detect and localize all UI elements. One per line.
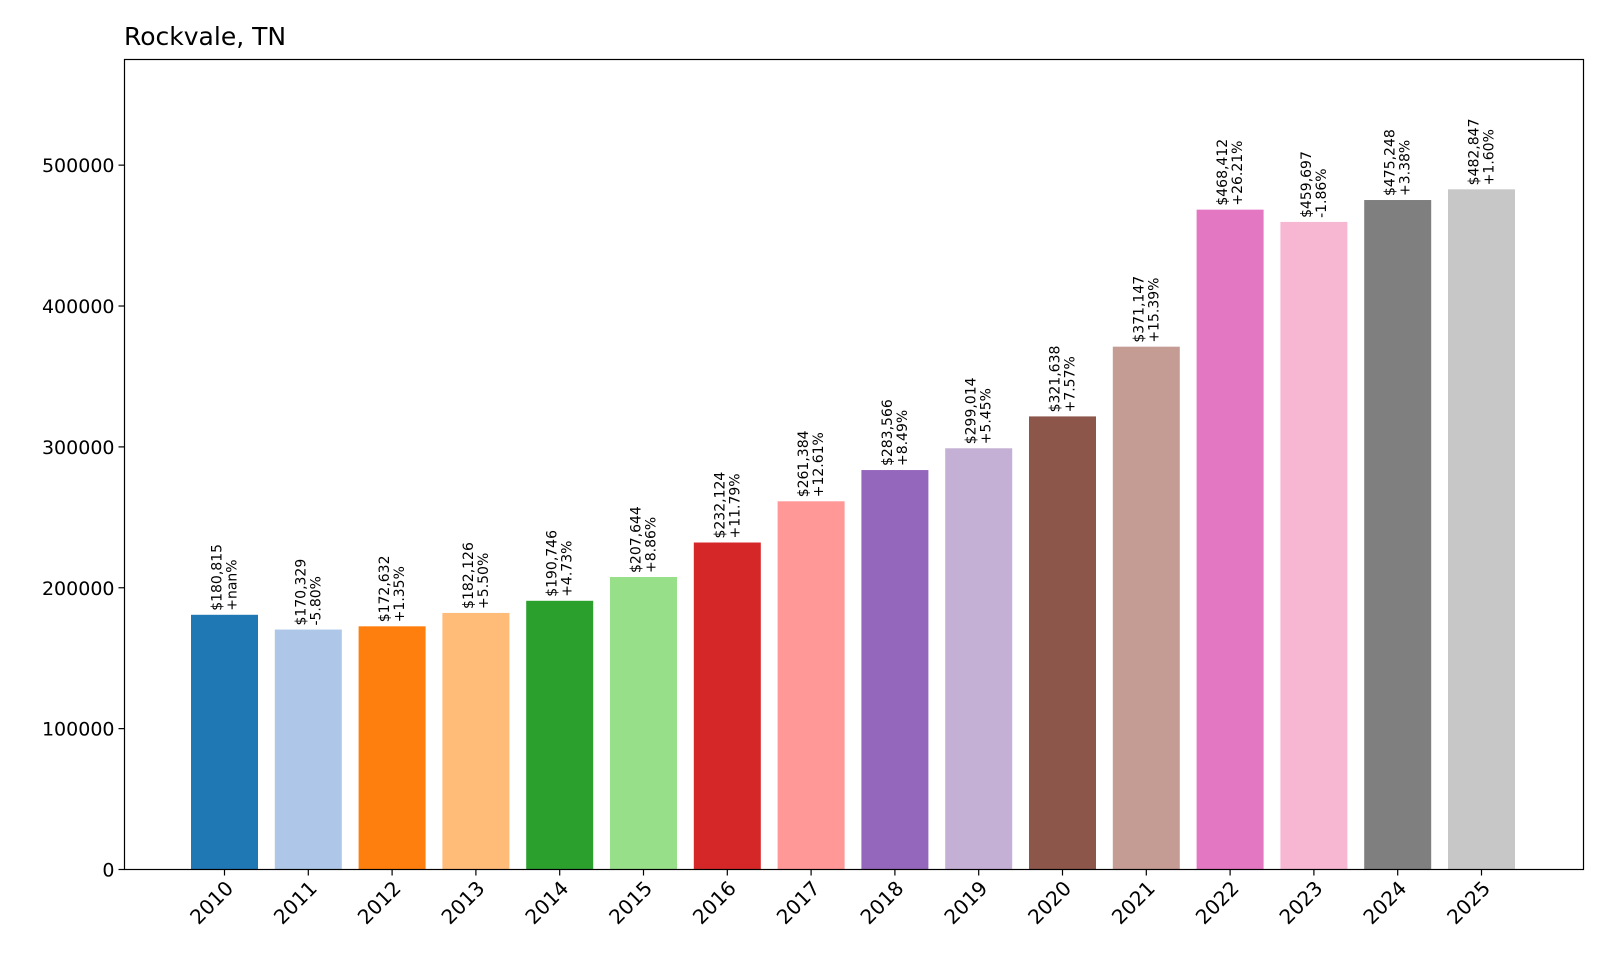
bar-2022 [1196, 209, 1264, 870]
bar-2017 [777, 501, 845, 870]
plot-frame [123, 58, 1585, 871]
y-tick-label: 100000 [42, 719, 115, 741]
bar-2012 [358, 626, 426, 870]
bar-2025 [1448, 189, 1515, 870]
bar-value-label: $172,632 [377, 555, 393, 622]
bar-2023 [1280, 221, 1348, 870]
x-tick-label: 2018 [855, 876, 908, 929]
y-tick-label: 0 [102, 860, 114, 882]
y-axis: 0 100000 200000 300000 400000 500000 [42, 155, 125, 882]
bar-change-label: +15.39% [1146, 278, 1162, 343]
x-tick-label: 2010 [185, 876, 238, 929]
bars-layer [191, 189, 1515, 870]
x-tick-label: 2011 [269, 876, 322, 929]
x-tick-label: 2021 [1107, 876, 1160, 929]
y-tick-label: 400000 [42, 296, 115, 318]
bar-change-label: +7.57% [1063, 356, 1079, 412]
bar-2014 [526, 600, 594, 870]
bar-value-label: $482,847 [1467, 119, 1483, 186]
bar-label-group-2017: $261,384 +12.61% [796, 430, 827, 497]
y-tick-label: 300000 [42, 437, 115, 459]
bar-label-group-2025: $482,847 +1.60% [1467, 119, 1498, 186]
x-tick-label: 2023 [1274, 876, 1327, 929]
bar-2011 [274, 629, 342, 870]
bar-value-label: $180,815 [210, 544, 226, 611]
bar-value-label: $190,746 [545, 530, 561, 597]
x-tick-label: 2012 [353, 876, 406, 929]
bar-value-label: $468,412 [1215, 139, 1231, 206]
bar-change-label: +26.21% [1230, 141, 1246, 206]
bar-2010 [191, 614, 258, 870]
bar-value-label: $283,566 [880, 399, 896, 466]
bar-change-label: +1.35% [392, 566, 408, 622]
x-tick-label: 2025 [1442, 876, 1495, 929]
bar-label-group-2019: $299,014 +5.45% [964, 377, 995, 444]
chart-title: Rockvale, TN [124, 22, 286, 51]
bar-label-group-2013: $182,126 +5.50% [461, 542, 492, 609]
bar-change-label: +5.50% [476, 553, 492, 609]
bar-label-group-2015: $207,644 +8.86% [629, 506, 660, 573]
bar-label-group-2022: $468,412 +26.21% [1215, 139, 1246, 206]
bar-value-label: $232,124 [712, 472, 728, 539]
bar-2021 [1112, 346, 1180, 870]
x-axis: 2010 2011 2012 2013 2014 2015 2016 2017 2018 2019… [185, 869, 1495, 929]
bar-label-group-2024: $475,248 +3.38% [1383, 129, 1414, 196]
y-tick-label: 500000 [42, 155, 115, 177]
bar-change-label: -1.86% [1314, 168, 1330, 218]
x-tick-label: 2015 [604, 876, 657, 929]
bar-label-group-2023: $459,697 -1.86% [1299, 151, 1330, 218]
bar-change-label: -5.80% [308, 576, 324, 626]
bar-change-label: +11.79% [727, 473, 743, 538]
bar-change-label: +3.38% [1398, 140, 1414, 196]
bar-change-label: +5.45% [979, 388, 995, 444]
bar-labels-layer: $180,815 +nan% $170,329 -5.80% $172,632 +1.35… [210, 119, 1498, 626]
bar-change-label: +1.60% [1482, 129, 1498, 185]
bar-value-label: $207,644 [629, 506, 645, 573]
x-tick-label: 2014 [520, 876, 573, 929]
x-tick-label: 2022 [1191, 876, 1244, 929]
bar-value-label: $182,126 [461, 542, 477, 609]
bar-label-group-2021: $371,147 +15.39% [1131, 276, 1162, 343]
bar-label-group-2020: $321,638 +7.57% [1048, 346, 1079, 413]
bar-change-label: +4.73% [560, 541, 576, 597]
bar-value-label: $321,638 [1048, 346, 1064, 413]
bar-2016 [693, 542, 761, 870]
x-tick-label: 2020 [1023, 876, 1076, 929]
bar-2019 [945, 448, 1013, 870]
bar-change-label: +8.49% [895, 410, 911, 466]
bar-2024 [1364, 200, 1432, 870]
bar-value-label: $170,329 [293, 559, 309, 626]
bar-value-label: $371,147 [1131, 276, 1147, 343]
bar-2018 [861, 470, 929, 870]
bar-change-label: +8.86% [644, 517, 660, 573]
bar-value-label: $475,248 [1383, 129, 1399, 196]
bar-value-label: $261,384 [796, 430, 812, 497]
bar-2013 [442, 612, 510, 870]
bar-label-group-2014: $190,746 +4.73% [545, 530, 576, 597]
bar-value-label: $459,697 [1299, 151, 1315, 218]
bar-2015 [610, 576, 677, 870]
bar-label-group-2012: $172,632 +1.35% [377, 555, 408, 622]
x-tick-label: 2013 [436, 876, 489, 929]
bar-label-group-2018: $283,566 +8.49% [880, 399, 911, 466]
bar-label-group-2011: $170,329 -5.80% [293, 559, 324, 626]
bar-change-label: +12.61% [811, 432, 827, 497]
x-tick-label: 2017 [772, 876, 825, 929]
bar-value-label: $299,014 [964, 377, 980, 444]
bar-change-label: +nan% [225, 559, 241, 610]
x-tick-label: 2024 [1358, 876, 1411, 929]
bar-label-group-2010: $180,815 +nan% [210, 544, 241, 611]
x-tick-label: 2019 [939, 876, 992, 929]
bar-2020 [1029, 416, 1096, 870]
bar-label-group-2016: $232,124 +11.79% [712, 472, 743, 539]
x-tick-label: 2016 [688, 876, 741, 929]
y-tick-label: 200000 [42, 578, 115, 600]
